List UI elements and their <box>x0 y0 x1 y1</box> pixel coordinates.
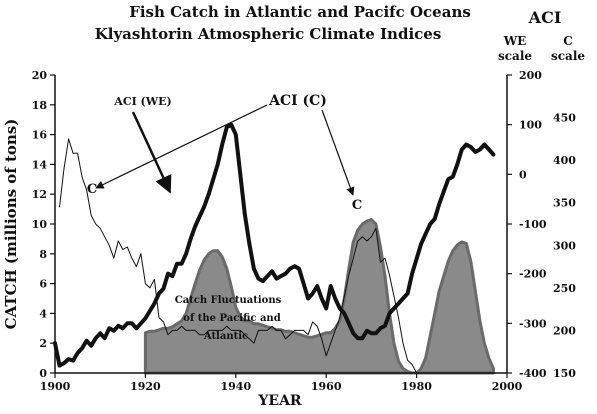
y-tick-label: 18 <box>32 99 48 112</box>
y-tick-label: 10 <box>32 218 48 231</box>
we-tick-label: -200 <box>519 268 547 281</box>
y-tick-label: 0 <box>39 367 47 380</box>
right-axis-title: ACI <box>528 8 562 27</box>
chart-subtitle: Klyashtorin Atmospheric Climate Indices <box>95 25 442 43</box>
y-tick-label: 2 <box>39 337 47 350</box>
y-tick-label: 8 <box>39 248 47 261</box>
we-tick-label: 200 <box>519 69 542 82</box>
catch-fluctuation-area <box>143 218 495 375</box>
we-tick-label: -400 <box>519 367 547 380</box>
x-tick-label: 1920 <box>130 380 161 393</box>
x-tick-label: 1900 <box>40 380 71 393</box>
y-tick-label: 16 <box>32 129 48 142</box>
c-tick-label: 450 <box>553 112 576 125</box>
aci-we-line <box>53 122 496 368</box>
catch-annotation-line3: Atlantic <box>203 331 248 342</box>
y-tick-label: 12 <box>32 188 47 201</box>
x-axis-label: YEAR <box>257 393 302 409</box>
y-tick-label: 20 <box>32 69 48 82</box>
c-tick-label: 300 <box>553 239 576 252</box>
we-tick-label: -300 <box>519 317 547 330</box>
axes-layer: 0 2 4 6 8 10 12 14 16 18 20 1900 1920 1940 1960 1980 200… <box>32 69 577 393</box>
we-tick-label: 0 <box>519 168 527 181</box>
we-tick-label: -100 <box>519 218 547 231</box>
x-tick-label: 1980 <box>401 380 432 393</box>
c-right-annotation: C <box>352 198 362 213</box>
catch-annotation-line2: of the Pacific and <box>183 313 280 324</box>
aci-we-arrow <box>131 111 172 194</box>
aci-c-arrow-left <box>95 104 268 189</box>
we-tick-label: 100 <box>519 119 542 132</box>
y-tick-label: 4 <box>39 307 47 320</box>
annotation-layer: ACI (WE) ACI (C) C C Catch Fluctuations of th… <box>87 93 362 342</box>
c-tick-label: 150 <box>553 367 576 380</box>
c-tick-label: 350 <box>553 197 576 210</box>
aci-c-line <box>59 138 422 374</box>
x-tick-label: 1960 <box>311 380 342 393</box>
x-tick-label: 1940 <box>220 380 251 393</box>
aci-c-annotation: ACI (C) <box>268 93 327 109</box>
aci-c-arrow-right <box>321 109 355 196</box>
we-scale-label: WE scale <box>498 34 532 63</box>
y-tick-label: 6 <box>39 278 47 291</box>
c-left-annotation: C <box>87 182 97 197</box>
catch-annotation-line1: Catch Fluctuations <box>175 295 282 306</box>
y-axis-label: CATCH (millions of tons) <box>2 119 20 330</box>
aci-we-annotation: ACI (WE) <box>113 95 171 108</box>
c-tick-label: 400 <box>553 154 576 167</box>
chart-title: Fish Catch in Atlantic and Pacifc Oceans <box>129 3 471 21</box>
y-tick-label: 14 <box>32 158 48 171</box>
c-tick-label: 200 <box>553 324 576 337</box>
c-tick-label: 250 <box>553 282 576 295</box>
aci-lines-layer <box>53 122 496 374</box>
catch-area-layer <box>143 218 495 375</box>
x-tick-label: 2000 <box>492 380 523 393</box>
